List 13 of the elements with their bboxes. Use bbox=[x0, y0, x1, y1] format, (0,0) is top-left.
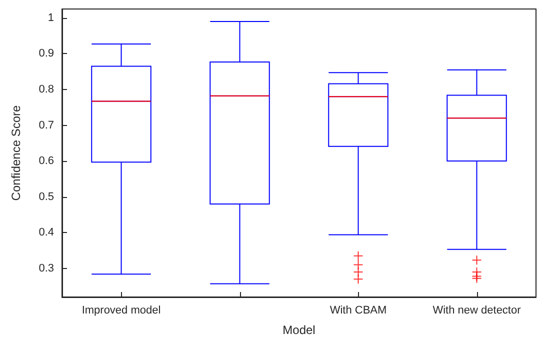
y-tick-label: 0.5 bbox=[38, 190, 54, 203]
y-tick-label: 0.8 bbox=[38, 83, 54, 96]
y-tick-label: 0.6 bbox=[38, 155, 54, 168]
y-tick-label: 0.4 bbox=[38, 226, 54, 239]
y-axis-title: Confidence Score bbox=[9, 104, 23, 201]
x-tick-label: With CBAM bbox=[330, 304, 387, 316]
x-tick-label: Improved model bbox=[82, 304, 161, 316]
y-tick-label: 1 bbox=[48, 12, 54, 24]
x-tick-label: With new detector bbox=[432, 304, 522, 316]
x-axis-title: Model bbox=[282, 323, 316, 337]
y-tick-label: 0.3 bbox=[38, 262, 54, 274]
y-tick-label: 0.9 bbox=[38, 48, 54, 60]
y-tick-label: 0.7 bbox=[38, 119, 54, 132]
